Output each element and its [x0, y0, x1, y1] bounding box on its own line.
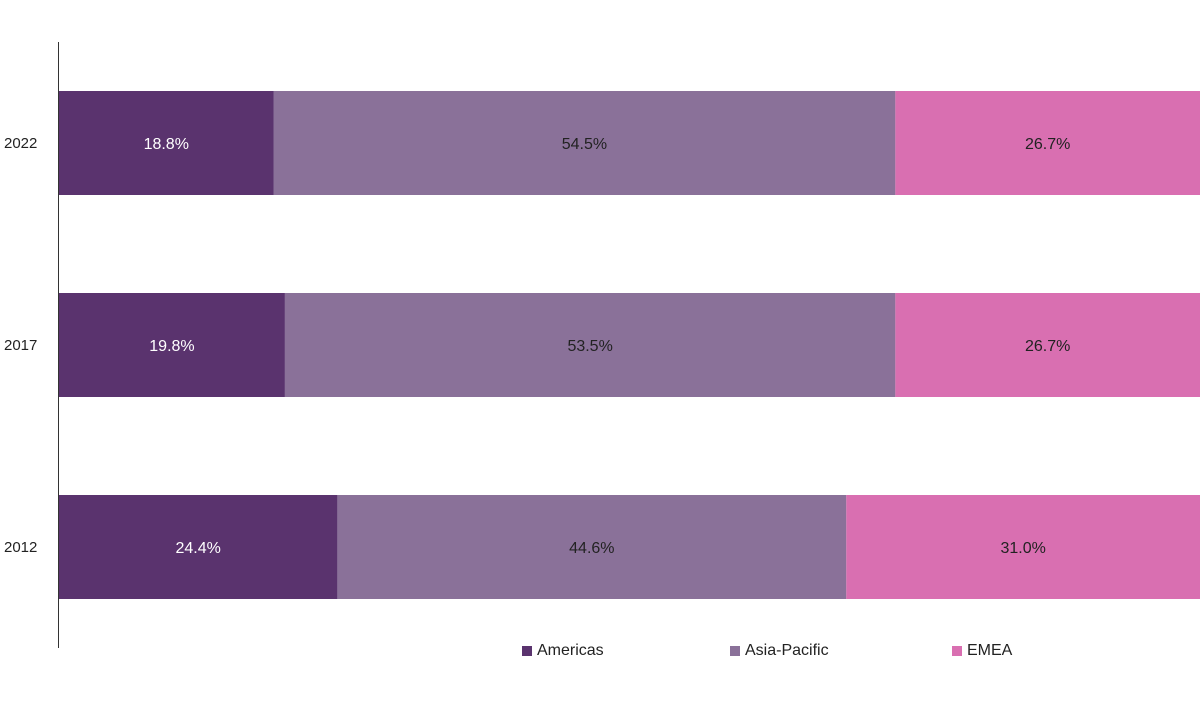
labels-layer: 18.8% 54.5% 26.7% 19.8% 53.5% 26.7% 24.4% 44.6%… — [144, 136, 1071, 557]
legend-swatch-americas — [522, 646, 532, 656]
data-label-emea-2022: 26.7% — [1025, 136, 1070, 153]
data-label-asia-pacific-2022: 54.5% — [562, 136, 607, 153]
bar-segment-emea-2012 — [846, 495, 1200, 599]
data-label-emea-2017: 26.7% — [1025, 338, 1070, 355]
category-label-2017: 2017 — [4, 337, 37, 354]
legend-swatch-asia-pacific — [730, 646, 740, 656]
bar-segment-americas-2012 — [59, 495, 338, 599]
category-tick-labels: 2022 2017 2012 — [4, 135, 37, 556]
legend-item-americas: Americas — [522, 642, 604, 660]
bar-segment-emea-2017 — [895, 293, 1200, 397]
legend-item-asia-pacific: Asia-Pacific — [730, 642, 829, 660]
legend: Americas Asia-Pacific EMEA — [522, 642, 1082, 664]
legend-label-americas: Americas — [537, 642, 604, 659]
bar-segment-americas-2017 — [59, 293, 285, 397]
data-label-americas-2017: 19.8% — [149, 338, 194, 355]
data-label-asia-pacific-2012: 44.6% — [569, 540, 614, 557]
legend-label-emea: EMEA — [967, 642, 1013, 659]
category-label-2012: 2012 — [4, 539, 37, 556]
bar-segment-asia-pacific-2017 — [284, 293, 896, 397]
bar-segment-asia-pacific-2022 — [273, 91, 896, 195]
data-label-asia-pacific-2017: 53.5% — [567, 338, 612, 355]
data-label-emea-2012: 31.0% — [1000, 540, 1045, 557]
data-label-americas-2022: 18.8% — [144, 136, 189, 153]
data-label-americas-2012: 24.4% — [176, 540, 221, 557]
bars-layer — [59, 91, 1200, 599]
legend-swatch-emea — [952, 646, 962, 656]
bar-segment-asia-pacific-2012 — [337, 495, 847, 599]
legend-item-emea: EMEA — [952, 642, 1012, 660]
bar-segment-americas-2022 — [59, 91, 274, 195]
legend-label-asia-pacific: Asia-Pacific — [745, 642, 829, 659]
category-label-2022: 2022 — [4, 135, 37, 152]
bar-segment-emea-2022 — [895, 91, 1200, 195]
